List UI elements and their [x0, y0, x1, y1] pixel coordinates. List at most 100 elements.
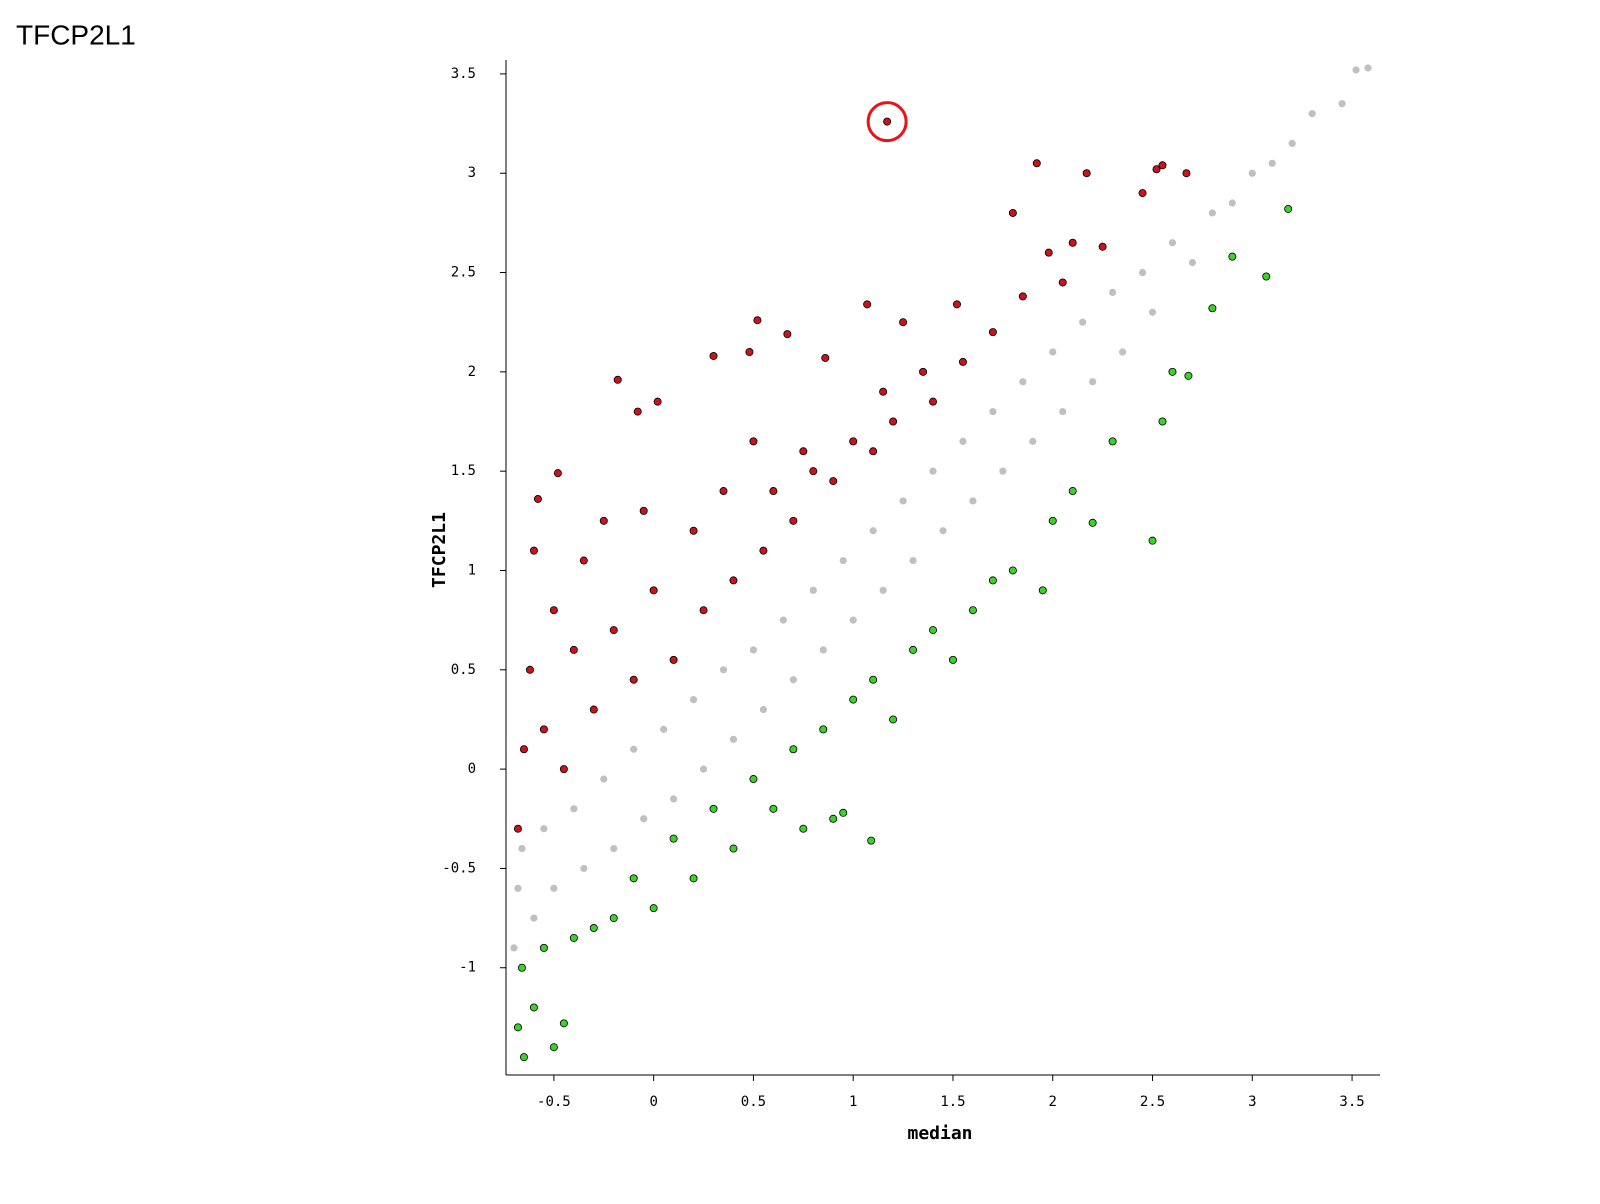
point [1049, 348, 1057, 356]
point [600, 775, 608, 783]
point [839, 556, 847, 565]
point [1108, 437, 1117, 446]
point [729, 844, 738, 853]
point [610, 844, 618, 853]
point [952, 300, 961, 309]
point [809, 586, 817, 594]
point [879, 586, 887, 594]
point [579, 556, 588, 565]
point [1019, 378, 1027, 386]
point [1044, 248, 1053, 257]
point [759, 546, 768, 555]
y-tick-label: -0.5 [442, 860, 476, 876]
point [570, 805, 578, 813]
point [669, 834, 678, 843]
point [513, 824, 522, 833]
point [553, 469, 562, 478]
point [699, 765, 708, 773]
point [1138, 189, 1147, 198]
point [629, 874, 638, 883]
point [1048, 516, 1057, 525]
point [517, 963, 526, 972]
x-tick-label: 3 [1248, 1094, 1256, 1110]
point [809, 467, 818, 476]
point [699, 606, 708, 615]
point [889, 715, 898, 724]
point [630, 745, 638, 753]
x-tick-label: 3.5 [1339, 1094, 1364, 1110]
point [1038, 586, 1047, 595]
point [769, 487, 778, 496]
point [609, 914, 618, 923]
point [514, 884, 522, 892]
point [1059, 407, 1067, 416]
point [1018, 292, 1027, 301]
x-tick-label: 0.5 [741, 1094, 766, 1110]
point [519, 1053, 528, 1062]
point [529, 1003, 538, 1012]
point [879, 387, 888, 396]
point [1029, 437, 1037, 445]
point [599, 516, 608, 525]
point [909, 556, 917, 565]
point [799, 447, 808, 456]
point [540, 825, 548, 833]
point [518, 844, 526, 853]
point [609, 626, 618, 635]
chart-title: TFCP2L1 [16, 19, 136, 50]
point [789, 676, 797, 684]
point [510, 944, 518, 952]
point [1288, 139, 1296, 148]
point [759, 705, 768, 714]
point [909, 645, 918, 654]
point [959, 437, 967, 445]
point [1082, 169, 1091, 178]
point [1248, 169, 1256, 177]
point [929, 397, 938, 406]
point [863, 300, 872, 309]
x-axis-label: median [907, 1123, 972, 1144]
point [1152, 165, 1161, 174]
point [569, 933, 578, 942]
point [929, 626, 938, 635]
point [613, 375, 622, 384]
point [1068, 487, 1077, 496]
point [519, 745, 528, 754]
point [1158, 161, 1167, 170]
point [1308, 110, 1316, 118]
point [1268, 159, 1276, 167]
point [749, 646, 758, 654]
point [1089, 378, 1097, 386]
x-tick-label: 1.5 [940, 1094, 965, 1110]
point [789, 516, 798, 525]
point [719, 666, 728, 674]
point [869, 447, 878, 456]
point [1118, 348, 1127, 356]
point [1098, 242, 1107, 251]
point [988, 576, 997, 585]
point [1088, 518, 1097, 527]
point [1284, 204, 1293, 213]
point [660, 725, 668, 733]
point [849, 616, 857, 624]
point [789, 745, 798, 754]
point [689, 526, 698, 535]
point [1109, 288, 1117, 296]
point [821, 353, 830, 362]
point [530, 914, 538, 922]
point [719, 487, 728, 496]
point [550, 884, 558, 892]
point [745, 347, 754, 356]
point [939, 527, 947, 535]
point [749, 437, 758, 446]
x-tick-label: 2.5 [1140, 1094, 1165, 1110]
y-tick-label: 1.5 [451, 463, 476, 479]
point [839, 808, 848, 817]
x-tick-label: 2 [1049, 1094, 1057, 1110]
point [529, 546, 538, 555]
point [559, 765, 568, 774]
y-tick-label: 3 [468, 165, 476, 181]
point [1158, 417, 1167, 426]
highlight-ring [866, 101, 908, 143]
point [549, 606, 558, 615]
